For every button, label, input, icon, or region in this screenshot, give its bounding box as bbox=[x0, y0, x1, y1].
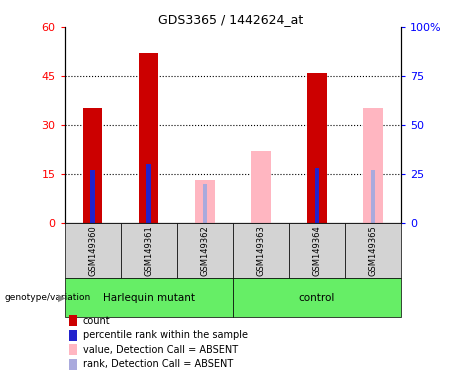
Bar bbox=[251, 151, 271, 223]
Text: rank, Detection Call = ABSENT: rank, Detection Call = ABSENT bbox=[83, 359, 233, 369]
Bar bbox=[83, 109, 102, 223]
Text: GSM149363: GSM149363 bbox=[256, 225, 266, 276]
Bar bbox=[90, 170, 95, 223]
Bar bbox=[307, 73, 327, 223]
Bar bbox=[363, 109, 383, 223]
Text: value, Detection Call = ABSENT: value, Detection Call = ABSENT bbox=[83, 345, 238, 355]
Bar bbox=[139, 53, 159, 223]
Text: GSM149362: GSM149362 bbox=[200, 225, 209, 276]
Text: Harlequin mutant: Harlequin mutant bbox=[103, 293, 195, 303]
Bar bbox=[195, 180, 214, 223]
Text: GSM149361: GSM149361 bbox=[144, 225, 153, 276]
Text: genotype/variation: genotype/variation bbox=[5, 293, 91, 302]
Text: count: count bbox=[83, 316, 111, 326]
Bar bbox=[315, 168, 319, 223]
Text: GSM149365: GSM149365 bbox=[368, 225, 378, 276]
Text: GSM149360: GSM149360 bbox=[88, 225, 97, 276]
Bar bbox=[147, 164, 151, 223]
Text: percentile rank within the sample: percentile rank within the sample bbox=[83, 330, 248, 340]
Text: GDS3365 / 1442624_at: GDS3365 / 1442624_at bbox=[158, 13, 303, 26]
Text: control: control bbox=[299, 293, 335, 303]
Text: ▶: ▶ bbox=[58, 293, 65, 303]
Text: GSM149364: GSM149364 bbox=[313, 225, 321, 276]
Bar bbox=[202, 184, 207, 223]
Bar bbox=[371, 170, 375, 223]
